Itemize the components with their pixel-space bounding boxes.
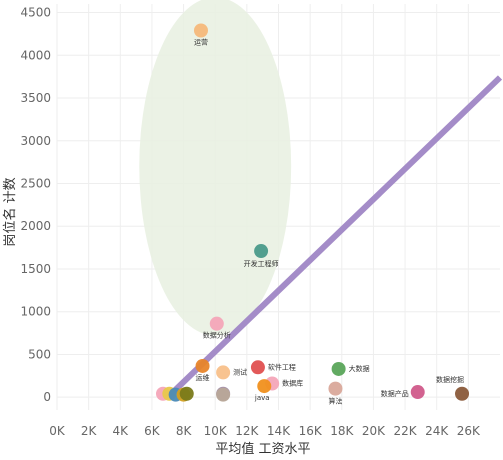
x-tick-label: 22K [394,424,418,438]
data-point [195,358,210,373]
x-axis-ticks: 0K 2K 4K 6K 8K 10K 12K 14K 16K 18K 20K 22K 24K 26K [49,424,481,438]
x-tick-label: 8K [176,424,193,438]
y-tick-label: 500 [28,347,51,361]
point-label: 大数据 [349,364,370,373]
data-point [410,385,425,400]
point-label: 开发工程师 [244,259,279,268]
point-label: 数据产品 [381,389,409,398]
data-point [257,379,272,394]
data-point [254,244,269,259]
data-point [455,386,470,401]
x-axis-title: 平均值 工资水平 [215,441,310,457]
point-label: 算法 [328,397,342,406]
point-label: 数据分析 [203,331,231,340]
point-label: 测试 [233,367,247,376]
highlight-ellipse [139,0,292,336]
y-tick-label: 4500 [20,6,51,20]
point-label: 数据库 [282,379,303,388]
data-point [331,361,346,376]
y-tick-label: 2000 [20,219,51,233]
point-label: java [254,394,270,402]
x-tick-label: 18K [330,424,354,438]
data-point [193,23,208,38]
data-point [328,381,343,396]
point-label: 软件工程 [268,362,296,371]
y-axis-ticks: 0 500 1000 1500 2000 2500 3000 3500 4000 4500 [20,6,51,405]
point-label: 运营 [194,37,208,46]
data-point [179,386,194,401]
x-tick-label: 20K [362,424,386,438]
x-tick-label: 26K [457,424,481,438]
x-tick-label: 4K [113,424,130,438]
y-tick-label: 1500 [20,262,51,276]
x-tick-label: 16K [299,424,323,438]
x-tick-label: 14K [267,424,291,438]
x-tick-label: 0K [49,424,66,438]
y-tick-label: 3500 [20,91,51,105]
data-point [216,365,231,380]
trend-line [165,75,503,400]
data-point [209,316,224,331]
x-tick-label: 6K [144,424,161,438]
point-label: 数据挖掘 [436,375,464,384]
y-axis-title: 岗位名 计数 [2,177,18,246]
y-tick-label: 4000 [20,48,51,62]
x-tick-label: 24K [425,424,449,438]
data-point [250,360,265,375]
trend-line-layer [165,75,503,400]
x-tick-label: 2K [81,424,98,438]
y-tick-label: 2500 [20,176,51,190]
highlight-ellipse-layer [139,0,292,336]
data-point [216,387,231,402]
point-label: 运维 [196,373,210,382]
y-tick-label: 0 [43,390,51,404]
y-tick-label: 3000 [20,134,51,148]
x-tick-label: 10K [204,424,228,438]
x-tick-label: 12K [235,424,259,438]
y-tick-label: 1000 [20,305,51,319]
